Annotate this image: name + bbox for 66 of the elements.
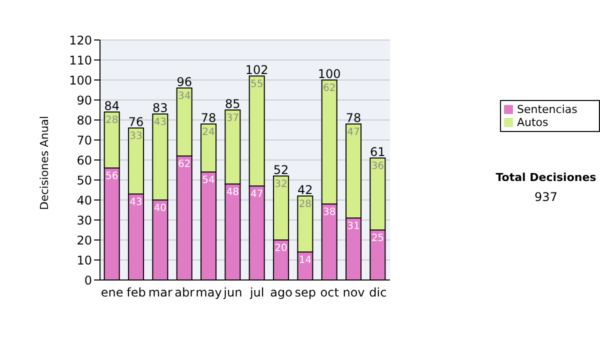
total-label: 52 — [273, 163, 289, 177]
y-tick-label: 10 — [76, 253, 92, 268]
data-label: 40 — [154, 203, 167, 214]
data-label: 28 — [105, 115, 118, 126]
x-tick-label: ago — [270, 286, 292, 300]
x-tick-label: jun — [222, 286, 242, 300]
data-label: 31 — [347, 221, 360, 232]
data-label: 32 — [274, 179, 288, 190]
x-tick-label: oct — [320, 286, 340, 300]
data-label: 47 — [250, 189, 264, 200]
total-label: 83 — [152, 101, 168, 115]
data-label: 37 — [226, 113, 240, 124]
x-tick-label: ene — [100, 286, 124, 300]
data-label: 43 — [130, 197, 142, 208]
total-label: 96 — [176, 75, 192, 89]
legend-label: Autos — [517, 116, 548, 129]
data-label: 33 — [130, 131, 142, 142]
y-tick-label: 70 — [76, 133, 92, 148]
y-tick-label: 40 — [76, 193, 92, 208]
x-tick-label: jul — [248, 286, 264, 300]
x-tick-label: abr — [174, 286, 195, 300]
data-label: 28 — [298, 199, 312, 210]
text: 937 — [534, 190, 558, 204]
y-tick-label: 50 — [76, 173, 92, 188]
data-label: 55 — [250, 79, 264, 90]
data-label: 24 — [202, 127, 215, 138]
data-label: 38 — [322, 207, 336, 218]
total-label: 85 — [225, 97, 240, 111]
total-label: 42 — [298, 183, 313, 197]
y-axis-title: Decisiones Anual — [38, 116, 51, 210]
total-label: 84 — [104, 99, 120, 113]
y-tick-label: 120 — [69, 33, 92, 48]
data-label: 43 — [154, 117, 167, 128]
y-tick-label: 20 — [76, 233, 92, 248]
y-tick-label: 90 — [76, 93, 92, 108]
total-label: 78 — [346, 111, 362, 125]
y-tick-label: 100 — [69, 73, 92, 88]
total-label: 61 — [370, 145, 386, 159]
x-tick-label: may — [196, 286, 222, 300]
data-label: 25 — [371, 233, 384, 244]
y-tick-label: 60 — [76, 153, 92, 168]
data-label: 62 — [322, 83, 336, 94]
data-label: 56 — [105, 171, 118, 182]
total-label: 76 — [128, 115, 144, 129]
data-label: 14 — [298, 255, 312, 266]
total-label: 102 — [245, 63, 268, 77]
legend-label: Sentencias — [517, 103, 578, 116]
y-tick-label: 80 — [76, 113, 92, 128]
y-tick-label: 0 — [84, 273, 92, 288]
x-tick-label: dic — [369, 286, 387, 300]
total-label: 78 — [200, 111, 216, 125]
total-label: 100 — [318, 67, 341, 81]
data-label: 47 — [347, 127, 360, 138]
y-tick-label: 30 — [76, 213, 92, 228]
y-tick-label: 110 — [69, 53, 92, 68]
data-label: 62 — [178, 159, 191, 170]
text: Total Decisiones — [494, 171, 598, 184]
data-label: 36 — [371, 161, 384, 172]
x-tick-label: mar — [148, 286, 172, 300]
data-label: 20 — [274, 243, 288, 254]
data-label: 54 — [202, 175, 215, 186]
x-tick-label: feb — [126, 286, 146, 300]
data-label: 34 — [178, 91, 191, 102]
x-tick-label: sep — [294, 286, 316, 300]
data-label: 48 — [226, 187, 240, 198]
x-tick-label: nov — [342, 286, 365, 300]
